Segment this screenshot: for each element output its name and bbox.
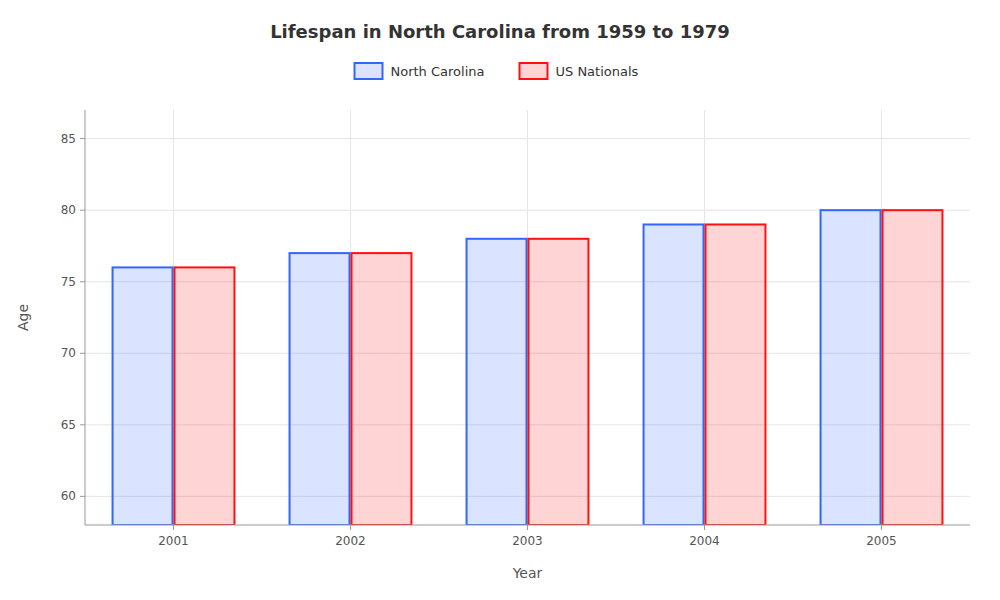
legend-label: US Nationals	[556, 64, 639, 79]
x-tick-label: 2002	[335, 534, 366, 548]
x-tick	[527, 525, 528, 530]
y-tick-label: 65	[61, 418, 76, 432]
y-tick	[80, 210, 85, 211]
x-axis-label: Year	[512, 565, 543, 581]
x-tick-label: 2005	[866, 534, 897, 548]
legend: North Carolina US Nationals	[355, 63, 639, 79]
y-tick-label: 60	[61, 489, 76, 503]
chart-svg: 60 65 70 75 80 85 2001 2002 2003 2004 2005 Year Age L…	[0, 0, 1000, 600]
y-tick	[80, 281, 85, 282]
y-tick	[80, 138, 85, 139]
axes: 60 65 70 75 80 85 2001 2002 2003 2004 2005	[61, 110, 970, 548]
x-tick	[704, 525, 705, 530]
x-tick-label: 2004	[689, 534, 720, 548]
y-tick	[80, 353, 85, 354]
y-axis-line	[85, 110, 86, 525]
x-tick	[173, 525, 174, 530]
bar	[706, 224, 766, 525]
bar	[467, 239, 527, 525]
y-tick-label: 75	[61, 275, 76, 289]
legend-swatch	[520, 63, 548, 79]
legend-label: North Carolina	[391, 64, 485, 79]
legend-swatch	[355, 63, 383, 79]
y-tick	[80, 496, 85, 497]
grid	[85, 110, 970, 525]
bar	[175, 267, 235, 525]
title: Lifespan in North Carolina from 1959 to …	[270, 21, 730, 42]
x-tick	[350, 525, 351, 530]
y-axis-label: Age	[15, 304, 31, 331]
bar	[821, 210, 881, 525]
bar	[644, 224, 704, 525]
y-tick-label: 80	[61, 203, 76, 217]
x-tick-label: 2001	[158, 534, 189, 548]
chart-container: 60 65 70 75 80 85 2001 2002 2003 2004 2005 Year Age L…	[0, 0, 1000, 600]
bar	[529, 239, 589, 525]
bars	[113, 210, 943, 525]
x-tick	[881, 525, 882, 530]
bar	[290, 253, 350, 525]
bar	[352, 253, 412, 525]
y-tick	[80, 424, 85, 425]
x-tick-label: 2003	[512, 534, 543, 548]
y-tick-label: 70	[61, 346, 76, 360]
y-tick-label: 85	[61, 132, 76, 146]
bar	[113, 267, 173, 525]
bar	[883, 210, 943, 525]
